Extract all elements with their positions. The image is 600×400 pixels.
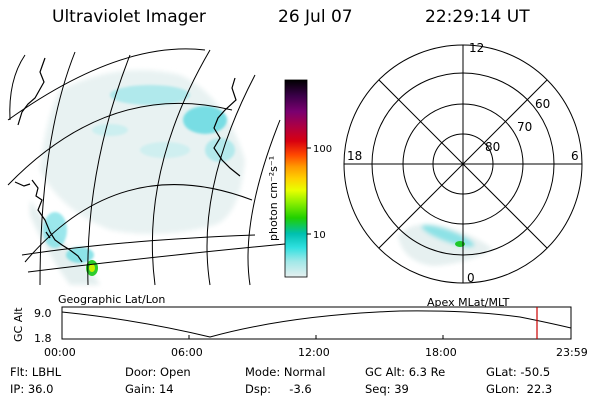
map-emission-cyan <box>43 85 235 263</box>
info-glat: GLat: -50.5 <box>486 365 551 379</box>
info-door: Door: Open <box>125 365 191 379</box>
polar-label-12: 12 <box>469 41 484 55</box>
info-glon: GLon: 22.3 <box>486 382 553 396</box>
colorbar-gradient <box>284 79 308 278</box>
polar-label-18: 18 <box>347 149 362 163</box>
timeline-tick-0600: 06:00 <box>171 346 203 359</box>
info-gc-alt: GC Alt: 6.3 Re <box>365 365 446 379</box>
colorbar-label-100: 100 <box>313 144 332 155</box>
info-mode: Mode: Normal <box>245 365 326 379</box>
timeline-tick-1800: 18:00 <box>425 346 457 359</box>
polar-caption: Apex MLat/MLT <box>427 296 510 309</box>
colorbar-label-10: 10 <box>313 230 326 241</box>
timeline-tick-1200: 12:00 <box>298 346 330 359</box>
polar-lat-60: 60 <box>535 97 550 111</box>
date-label: 26 Jul 07 <box>278 7 353 27</box>
map-grid-lines <box>7 48 286 286</box>
map-coastlines <box>14 57 241 263</box>
instrument-title: Ultraviolet Imager <box>52 7 206 27</box>
altitude-timeline: GC Alt 9.0 1.8 00:00 06:00 12:00 18:00 2… <box>12 306 588 359</box>
colorbar: 100 10 photon cm⁻²s⁻¹ <box>267 79 332 278</box>
info-ip: IP: 36.0 <box>10 382 54 396</box>
colorbar-units: photon cm⁻²s⁻¹ <box>267 156 280 241</box>
polar-lat-80: 80 <box>485 140 500 154</box>
polar-emission <box>398 223 493 266</box>
info-seq: Seq: 39 <box>365 382 409 396</box>
polar-plot: 12 18 6 0 60 70 80 Apex MLat/MLT <box>343 41 583 309</box>
timeline-frame <box>61 306 572 340</box>
polar-grid <box>343 44 583 284</box>
info-gain: Gain: 14 <box>125 382 174 396</box>
map-caption: Geographic Lat/Lon <box>58 293 165 306</box>
timeline-ymax: 9.0 <box>34 307 52 320</box>
time-label: 22:29:14 UT <box>425 7 530 27</box>
polar-label-6: 6 <box>571 149 579 163</box>
polar-label-0: 0 <box>467 271 475 285</box>
info-dsp: Dsp: -3.6 <box>245 382 312 396</box>
info-filter: Flt: LBHL <box>10 365 62 379</box>
timeline-tick-2359: 23:59 <box>556 346 588 359</box>
timeline-ymin: 1.8 <box>34 332 52 345</box>
polar-lat-70: 70 <box>517 120 532 134</box>
timeline-ticks <box>61 335 572 339</box>
timeline-ylabel: GC Alt <box>12 307 25 342</box>
timeline-tick-0000: 00:00 <box>44 346 76 359</box>
timeline-altitude-curve <box>61 310 572 338</box>
